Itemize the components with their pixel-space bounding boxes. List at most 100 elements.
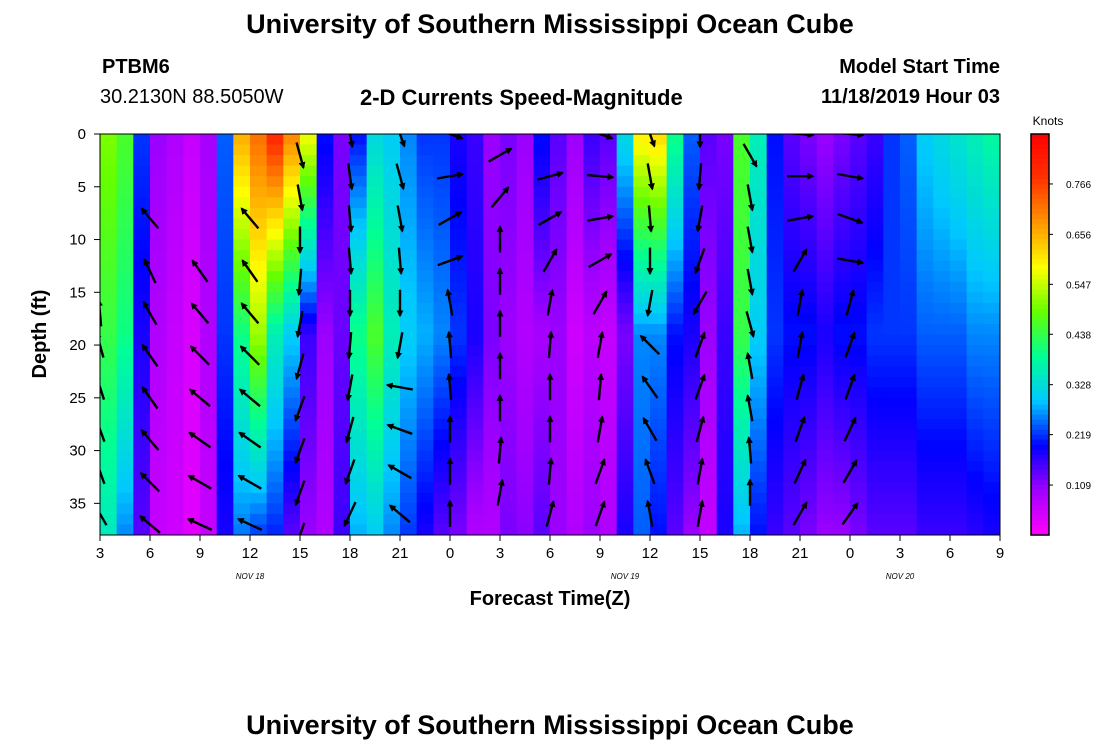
heat-cell [633, 355, 651, 367]
colorbar-cell [1031, 474, 1049, 481]
heat-cell [183, 292, 201, 304]
heat-cell [416, 197, 434, 209]
heat-cell [666, 397, 684, 409]
heat-cell [700, 492, 718, 504]
heat-cell [816, 302, 834, 314]
heat-cell [266, 292, 284, 304]
heat-cell [850, 176, 868, 188]
heat-cell [766, 429, 784, 441]
heat-cell [483, 461, 501, 473]
y-tick-label: 15 [69, 284, 86, 301]
heat-cell [783, 492, 801, 504]
heat-cell [383, 176, 401, 188]
heat-cell [416, 492, 434, 504]
colorbar-tick-label: 0.766 [1066, 180, 1091, 191]
heat-cell [233, 134, 251, 146]
heat-cell [400, 440, 418, 452]
heat-cell [933, 260, 951, 272]
heat-cell [816, 345, 834, 357]
heat-cell [116, 461, 134, 473]
heat-cell [616, 271, 634, 283]
heat-cell [983, 186, 1000, 198]
heat-cell [333, 165, 351, 177]
heat-cell [333, 281, 351, 293]
heat-cell [166, 429, 184, 441]
heat-cell [416, 207, 434, 220]
heat-cell [933, 450, 951, 462]
heat-cell [466, 281, 484, 293]
heat-cell [466, 334, 484, 346]
heat-cell [933, 250, 951, 262]
heat-cell [883, 228, 901, 241]
heat-cell [850, 408, 868, 420]
heat-cell [983, 429, 1000, 441]
current-vector [745, 351, 754, 380]
heat-cell [466, 408, 484, 420]
heat-cell [433, 260, 451, 272]
heat-cell [283, 302, 301, 314]
heat-cell [983, 165, 1000, 177]
heat-cell [383, 450, 401, 462]
heat-cell [316, 334, 334, 346]
heat-cell [150, 292, 168, 304]
heat-cell [683, 239, 701, 251]
heat-cell [350, 155, 368, 167]
heat-cell [783, 228, 801, 241]
heat-cell [916, 260, 934, 272]
heat-cell [300, 250, 318, 262]
heat-cell [266, 323, 284, 336]
heat-cell [966, 144, 984, 156]
heat-cell [133, 155, 151, 167]
colorbar-cell [1031, 434, 1049, 441]
heat-cell [750, 408, 768, 420]
heat-cell [116, 482, 134, 494]
heat-cell [400, 345, 418, 357]
heat-cell [333, 250, 351, 262]
heat-cell [850, 397, 868, 409]
heat-cell [266, 250, 284, 262]
heat-cell [450, 260, 468, 272]
heat-cell [850, 429, 868, 441]
current-vector [645, 289, 654, 318]
colorbar-cell [1031, 389, 1049, 396]
heat-cell [750, 418, 768, 431]
page-title-bottom: University of Southern Mississippi Ocean… [246, 710, 854, 740]
heat-cell [433, 355, 451, 367]
heat-cell [350, 271, 368, 283]
heat-cell [300, 313, 318, 325]
heat-cell [900, 176, 918, 188]
heat-cell [300, 323, 318, 336]
heat-cell [850, 165, 868, 177]
heat-cell [800, 134, 818, 146]
heat-cell [366, 345, 384, 357]
current-vector [344, 416, 355, 444]
heat-cell [816, 323, 834, 336]
heat-cell [266, 271, 284, 283]
heat-cell [933, 165, 951, 177]
heat-cell [916, 418, 934, 431]
heat-cell [583, 376, 601, 388]
heat-cell [166, 471, 184, 483]
current-vector [100, 298, 103, 327]
heat-cell [450, 471, 468, 483]
heat-cell [300, 271, 318, 283]
heat-cell [716, 134, 734, 146]
heat-cell [750, 471, 768, 483]
heat-cell [266, 397, 284, 409]
heat-cell [866, 271, 884, 283]
current-vector [446, 134, 464, 140]
heat-cell [466, 134, 484, 146]
heat-cell [700, 461, 718, 473]
heat-cell [533, 186, 551, 198]
heat-cell [316, 239, 334, 251]
heat-cell [816, 165, 834, 177]
heat-cell [283, 355, 301, 367]
heat-cell [516, 155, 534, 167]
heat-cell [916, 461, 934, 473]
heat-cell [433, 144, 451, 156]
heat-cell [883, 155, 901, 167]
heat-cell [816, 281, 834, 293]
heat-cell [716, 313, 734, 325]
heat-cell [416, 260, 434, 272]
heat-cell [533, 376, 551, 388]
